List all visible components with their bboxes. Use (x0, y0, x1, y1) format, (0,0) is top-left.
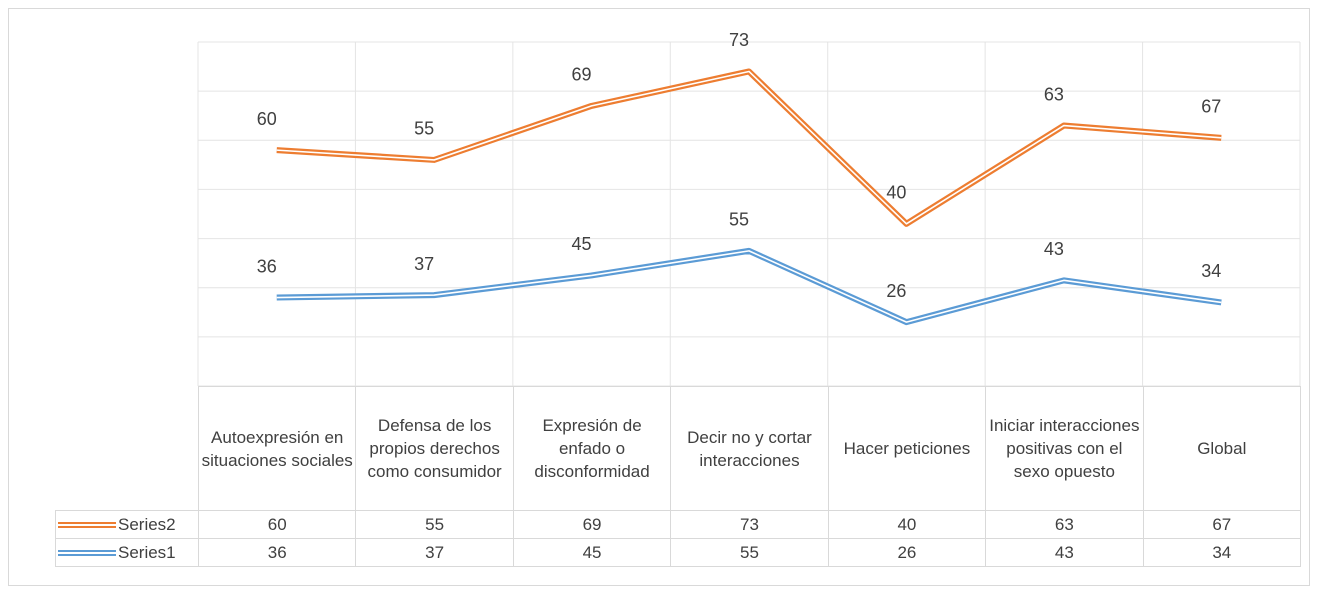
legend-cell: Series2 (55, 510, 199, 539)
legend-cell: Series1 (55, 538, 199, 567)
data-label: 69 (572, 65, 592, 85)
data-label: 37 (414, 254, 434, 274)
table-header-cell: Hacer peticiones (827, 386, 987, 511)
chart-border (8, 8, 1310, 586)
data-label: 55 (414, 119, 434, 139)
legend-swatch (58, 521, 116, 528)
data-label: 45 (572, 234, 592, 254)
data-label: 67 (1201, 97, 1221, 117)
data-label: 43 (1044, 239, 1064, 259)
table-value-cell: 34 (1142, 538, 1301, 567)
table-header-cell: Iniciar interacciones positivas con el s… (985, 386, 1144, 511)
table-value-cell: 55 (355, 510, 514, 539)
table-value-cell: 73 (670, 510, 829, 539)
table-value-cell: 45 (512, 538, 672, 567)
data-label: 63 (1044, 84, 1064, 104)
legend-swatch (58, 549, 116, 556)
table-header-cell: Global (1142, 386, 1301, 511)
legend-label: Series1 (118, 543, 176, 562)
data-label: 36 (257, 256, 277, 276)
data-label: 26 (886, 281, 906, 301)
series-line (276, 68, 1222, 227)
table-value-cell: 69 (512, 510, 672, 539)
data-label: 55 (729, 210, 749, 230)
table-value-cell: 43 (985, 538, 1144, 567)
data-label: 73 (729, 30, 749, 50)
table-value-cell: 55 (670, 538, 829, 567)
table-value-cell: 60 (198, 510, 357, 539)
table-header-cell: Defensa de los propios derechos como con… (355, 386, 514, 511)
table-value-cell: 40 (827, 510, 987, 539)
table-value-cell: 26 (827, 538, 987, 567)
table-value-cell: 36 (198, 538, 357, 567)
table-header-cell: Expresión de enfado o disconformidad (512, 386, 672, 511)
data-label: 60 (257, 109, 277, 129)
table-header-cell: Decir no y cortar interacciones (670, 386, 829, 511)
series-line-inner (276, 70, 1222, 225)
table-value-cell: 63 (985, 510, 1144, 539)
table-header-cell: Autoexpresión en situaciones sociales (198, 386, 357, 511)
table-value-cell: 67 (1142, 510, 1301, 539)
data-label: 34 (1201, 261, 1221, 281)
legend-label: Series2 (118, 515, 176, 534)
data-label: 40 (886, 183, 906, 203)
table-value-cell: 37 (355, 538, 514, 567)
series-line-inner (276, 250, 1222, 323)
